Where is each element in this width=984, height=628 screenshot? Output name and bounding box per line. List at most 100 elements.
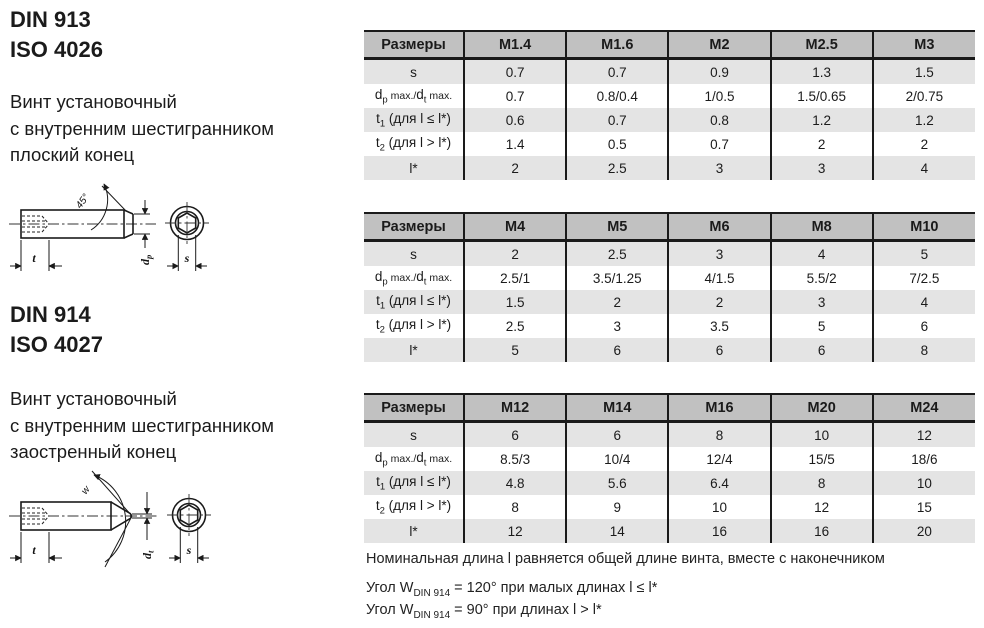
cell: 12/4 (667, 447, 771, 471)
dim-label-s: s (184, 251, 190, 265)
cell: 3 (565, 314, 669, 338)
table-row-dp-dt: dp max./dt max. 8.5/3 10/4 12/4 15/5 18/… (364, 447, 975, 471)
size-col-header: M12 (462, 393, 567, 423)
cell: 3 (769, 290, 873, 314)
cell: 2.5 (462, 314, 567, 338)
cell: 1.2 (769, 108, 873, 132)
cell: 1.4 (462, 132, 567, 156)
cell: 2.5 (565, 156, 669, 180)
cell: 8 (769, 471, 873, 495)
table-row-t1: t1 (для l ≤ l*) 1.5 2 2 3 4 (364, 290, 975, 314)
table-row-s: s 6 6 8 10 12 (364, 421, 975, 447)
cell: 0.7 (565, 108, 669, 132)
description-line: заостренный конец (10, 441, 177, 462)
col-header-sizes: Размеры (364, 393, 464, 423)
size-col-header: M4 (462, 212, 567, 242)
cell: 2/0.75 (871, 84, 975, 108)
cell: 6.4 (667, 471, 771, 495)
cell: 4.8 (462, 471, 567, 495)
cell: 6 (565, 338, 669, 362)
description-line: Винт установочный (10, 91, 177, 112)
cell: 8 (667, 421, 771, 447)
table-row-t2: t2 (для l > l*) 2.5 3 3.5 5 6 (364, 314, 975, 338)
row-label-t2: t2 (для l > l*) (375, 316, 452, 336)
cell: 2.5/1 (462, 266, 567, 290)
size-col-header: M5 (565, 212, 669, 242)
cell: 0.8/0.4 (565, 84, 669, 108)
cell: 5 (462, 338, 567, 362)
cell: 0.6 (462, 108, 567, 132)
chamfer-angle-label: 45° (74, 192, 92, 211)
cell: 10 (769, 421, 873, 447)
cell: 8 (871, 338, 975, 362)
standard-code: ISO 4026 (10, 37, 103, 62)
table-header-row: Размеры M1.4 M1.6 M2 M2.5 M3 (364, 30, 975, 60)
note-angle-120: Угол WDIN 914 = 120° при малых длинах l … (366, 580, 658, 599)
row-label-dp-dt: dp max./dt max. (374, 449, 453, 469)
cell: 8 (462, 495, 567, 519)
cell: 2 (565, 290, 669, 314)
table-row-t2: t2 (для l > l*) 8 9 10 12 15 (364, 495, 975, 519)
row-label-t2: t2 (для l > l*) (375, 497, 452, 517)
table-row-t1: t1 (для l ≤ l*) 0.6 0.7 0.8 1.2 1.2 (364, 108, 975, 132)
table-row-s: s 2 2.5 3 4 5 (364, 240, 975, 266)
cell: 2 (769, 132, 873, 156)
cell: 1.2 (871, 108, 975, 132)
col-header-sizes: Размеры (364, 30, 464, 60)
table-row-lstar: l* 12 14 16 16 20 (364, 519, 975, 543)
cell: 3 (769, 156, 873, 180)
cell: 5 (871, 240, 975, 266)
cell: 12 (462, 519, 567, 543)
size-col-header: M8 (769, 212, 873, 242)
cell: 10/4 (565, 447, 669, 471)
cell: 18/6 (871, 447, 975, 471)
cell: 12 (871, 421, 975, 447)
table-row-t2: t2 (для l > l*) 1.4 0.5 0.7 2 2 (364, 132, 975, 156)
table-row-s: s 0.7 0.7 0.9 1.3 1.5 (364, 58, 975, 84)
col-header-sizes: Размеры (364, 212, 464, 242)
row-label-t1: t1 (для l ≤ l*) (376, 292, 451, 312)
cell: 5.6 (565, 471, 669, 495)
row-label-s: s (410, 427, 417, 443)
table-row-lstar: l* 5 6 6 6 8 (364, 338, 975, 362)
description-line: плоский конец (10, 144, 135, 165)
cell: 2.5 (565, 240, 669, 266)
cell: 0.7 (667, 132, 771, 156)
cell: 3 (667, 240, 771, 266)
table-row-lstar: l* 2 2.5 3 3 4 (364, 156, 975, 180)
size-col-header: M2.5 (769, 30, 873, 60)
cell: 0.7 (462, 84, 567, 108)
size-col-header: M3 (871, 30, 975, 60)
cell: 12 (769, 495, 873, 519)
size-col-header: M20 (769, 393, 873, 423)
description-line: с внутренним шестигранником (10, 117, 274, 139)
cell: 7/2.5 (871, 266, 975, 290)
cell: 2 (667, 290, 771, 314)
cell: 16 (667, 519, 771, 543)
standard-code: ISO 4027 (10, 332, 103, 357)
cell: 15/5 (769, 447, 873, 471)
dim-label-t: t (32, 251, 36, 265)
cell: 10 (667, 495, 771, 519)
size-col-header: M24 (871, 393, 975, 423)
cell: 3.5 (667, 314, 771, 338)
row-label-lstar: l* (409, 160, 418, 176)
note-angle-90: Угол WDIN 914 = 90° при длинах l > l* (366, 602, 602, 621)
din914-cone-point-drawing: w t dt s (9, 470, 211, 568)
table-header-row: Размеры M12 M14 M16 M20 M24 (364, 393, 975, 423)
size-col-header: M1.4 (462, 30, 567, 60)
cell: 15 (871, 495, 975, 519)
cell: 10 (871, 471, 975, 495)
row-label-t2: t2 (для l > l*) (375, 134, 452, 154)
size-col-header: M16 (667, 393, 771, 423)
standard-codes-din914: DIN 914 ISO 4027 (10, 300, 103, 360)
cell: 1.5 (462, 290, 567, 314)
cell: 4 (769, 240, 873, 266)
cell: 3 (667, 156, 771, 180)
size-col-header: M1.6 (565, 30, 669, 60)
cell: 8.5/3 (462, 447, 567, 471)
cell: 1/0.5 (667, 84, 771, 108)
dim-label-dp: dp (138, 255, 154, 265)
cell: 5.5/2 (769, 266, 873, 290)
cell: 1.5 (871, 58, 975, 84)
